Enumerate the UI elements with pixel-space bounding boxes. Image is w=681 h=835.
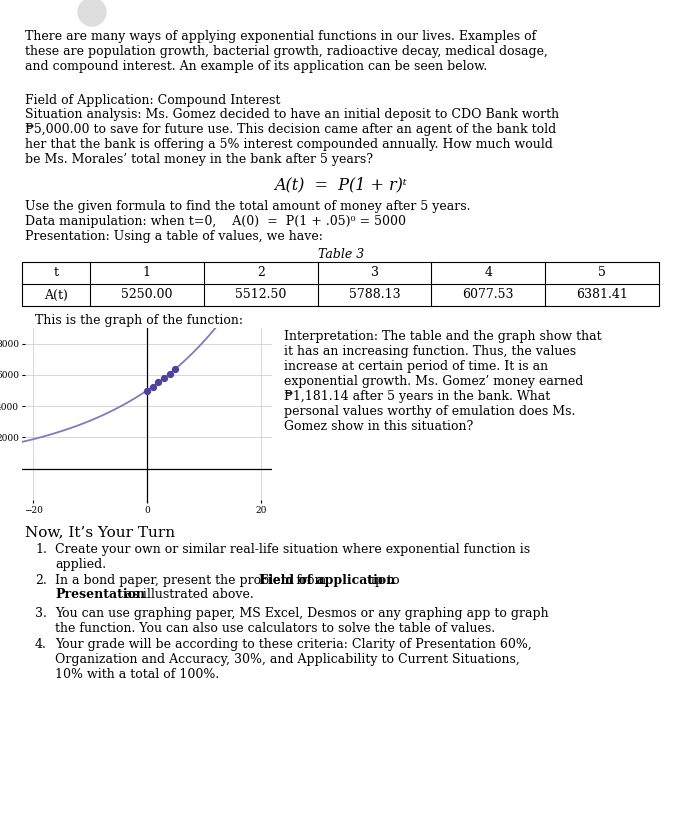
Text: 1: 1 bbox=[143, 266, 151, 280]
Point bbox=[153, 376, 164, 389]
Point bbox=[147, 380, 158, 393]
Text: 4.: 4. bbox=[35, 638, 47, 651]
Text: up to: up to bbox=[363, 574, 399, 587]
Text: Use the given formula to find the total amount of money after 5 years.: Use the given formula to find the total … bbox=[25, 200, 471, 213]
Text: 2.: 2. bbox=[35, 574, 47, 587]
Text: 6381.41: 6381.41 bbox=[576, 289, 628, 301]
Text: t: t bbox=[54, 266, 59, 280]
Point bbox=[170, 362, 181, 376]
Bar bbox=[22, 262, 659, 306]
Text: Create your own or similar real-life situation where exponential function is
app: Create your own or similar real-life sit… bbox=[55, 543, 530, 571]
Text: 5250.00: 5250.00 bbox=[121, 289, 173, 301]
Text: You can use graphing paper, MS Excel, Desmos or any graphing app to graph
the fu: You can use graphing paper, MS Excel, De… bbox=[55, 607, 549, 635]
Text: A(t): A(t) bbox=[44, 289, 68, 301]
Text: Your grade will be according to these criteria: Clarity of Presentation 60%,
Org: Your grade will be according to these cr… bbox=[55, 638, 532, 681]
Text: Now, It’s Your Turn: Now, It’s Your Turn bbox=[25, 525, 175, 539]
Text: Table 3: Table 3 bbox=[318, 248, 364, 261]
Text: 1.: 1. bbox=[35, 543, 47, 556]
Text: 3: 3 bbox=[370, 266, 379, 280]
Text: Presentation: Presentation bbox=[55, 589, 145, 601]
Point bbox=[159, 372, 170, 385]
Point bbox=[164, 367, 175, 381]
Point bbox=[142, 384, 153, 397]
Text: In a bond paper, present the problem from: In a bond paper, present the problem fro… bbox=[55, 574, 330, 587]
Text: 5788.13: 5788.13 bbox=[349, 289, 400, 301]
Text: 3.: 3. bbox=[35, 607, 47, 620]
Text: A(t)  =  P(1 + r)ᵗ: A(t) = P(1 + r)ᵗ bbox=[274, 176, 407, 193]
Circle shape bbox=[78, 0, 106, 26]
Text: 4: 4 bbox=[484, 266, 492, 280]
Text: This is the graph of the function:: This is the graph of the function: bbox=[35, 314, 243, 327]
Text: Field of Application: Compound Interest: Field of Application: Compound Interest bbox=[25, 94, 281, 107]
Text: as illustrated above.: as illustrated above. bbox=[121, 589, 254, 601]
Text: 5: 5 bbox=[598, 266, 606, 280]
Text: 2: 2 bbox=[257, 266, 265, 280]
Text: 6077.53: 6077.53 bbox=[462, 289, 514, 301]
Text: There are many ways of applying exponential functions in our lives. Examples of
: There are many ways of applying exponent… bbox=[25, 30, 548, 73]
Text: Presentation: Using a table of values, we have:: Presentation: Using a table of values, w… bbox=[25, 230, 323, 243]
Text: Situation analysis: Ms. Gomez decided to have an initial deposit to CDO Bank wor: Situation analysis: Ms. Gomez decided to… bbox=[25, 108, 559, 166]
Text: Data manipulation: when t=0,    A(0)  =  P(1 + .05)⁰ = 5000: Data manipulation: when t=0, A(0) = P(1 … bbox=[25, 215, 406, 228]
Text: Field of application: Field of application bbox=[259, 574, 395, 587]
Text: 5512.50: 5512.50 bbox=[235, 289, 287, 301]
Text: Interpretation: The table and the graph show that
it has an increasing function.: Interpretation: The table and the graph … bbox=[284, 330, 601, 433]
